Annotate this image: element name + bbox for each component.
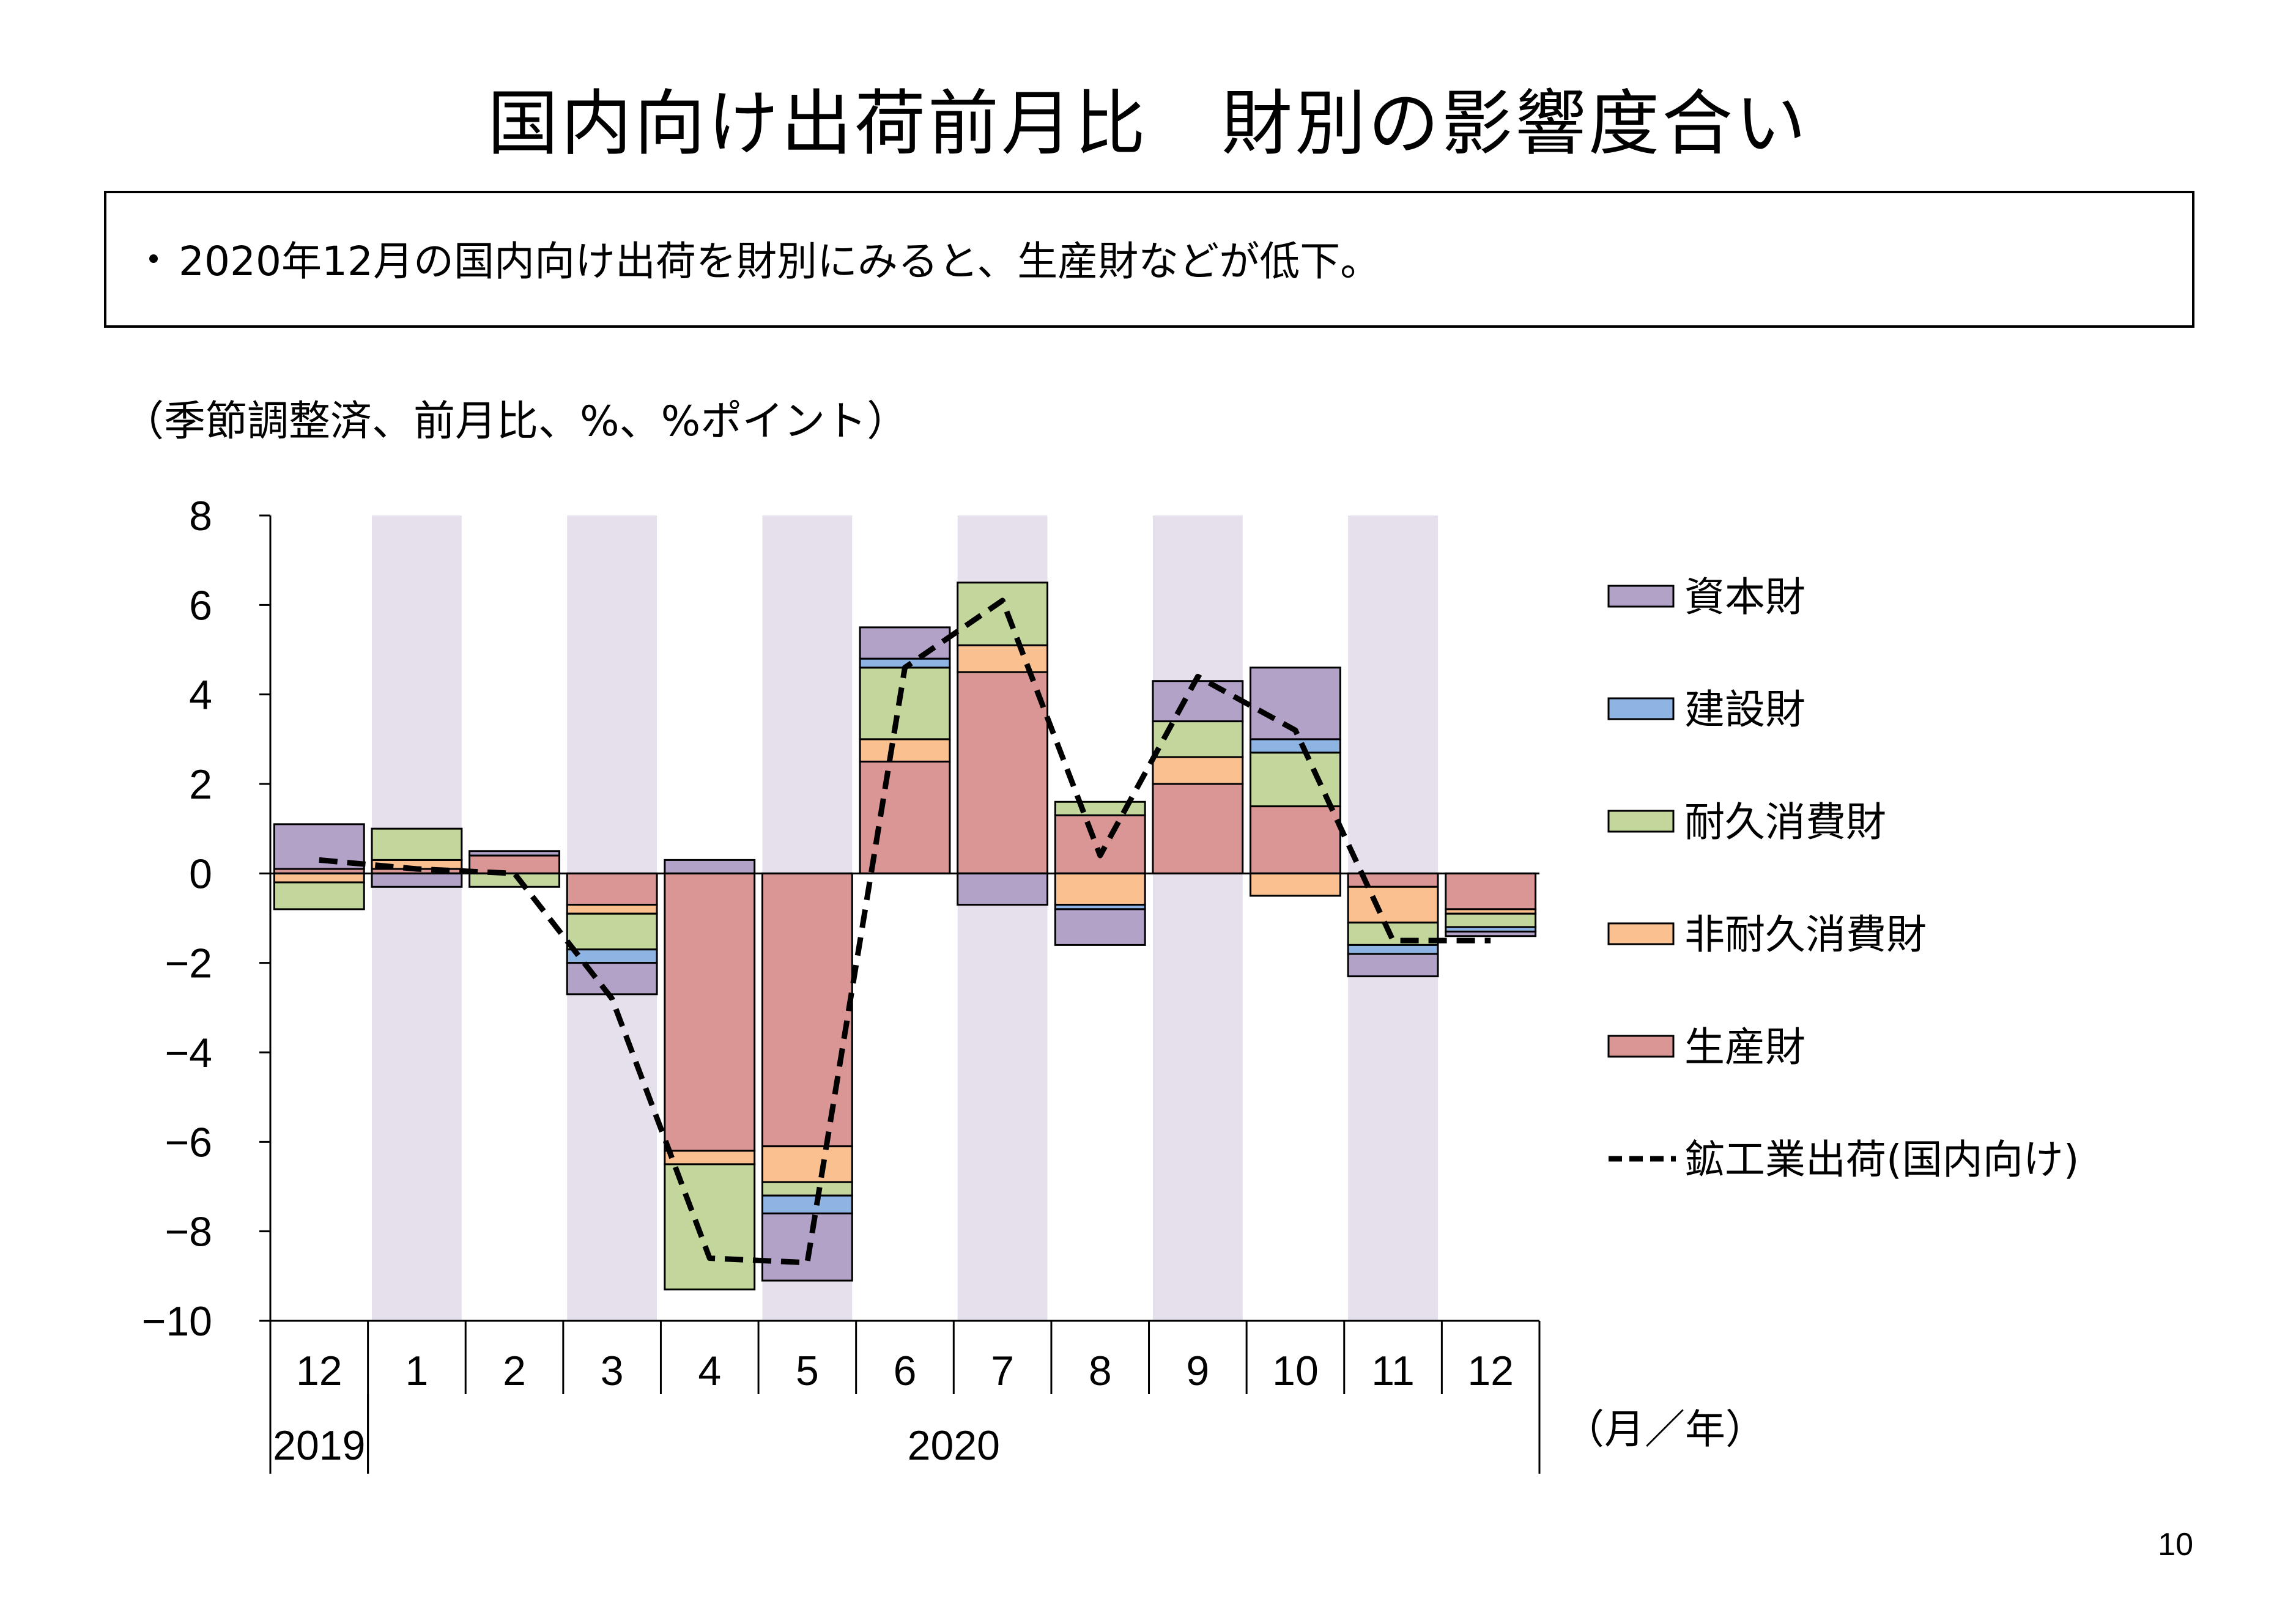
units-note: （季節調整済、前月比、%、%ポイント） <box>122 397 909 446</box>
bar-capital-9 <box>1152 680 1244 723</box>
y-tick-label: 6 <box>189 582 212 629</box>
x-tick-label: 12 <box>296 1348 343 1394</box>
bar-nondurable-3 <box>566 904 658 915</box>
x-tick-label: 2 <box>503 1348 526 1394</box>
bar-construction-3 <box>566 948 658 964</box>
summary-box: ・ 2020年12月の国内向け出荷を財別にみると、生産財などが低下。 <box>104 191 2194 328</box>
x-tick-label: 11 <box>1371 1348 1415 1394</box>
y-tick-label: −4 <box>165 1030 212 1076</box>
shade-band-9 <box>1152 515 1243 1321</box>
bar-capital-1 <box>371 872 463 888</box>
y-tick-label: −6 <box>165 1119 212 1165</box>
legend-label: 資本財 <box>1684 574 1805 621</box>
y-tick-label: 8 <box>189 493 212 539</box>
bar-producer-8 <box>1054 814 1146 874</box>
bar-durable-0 <box>273 881 365 911</box>
x-unit-label: （月／年） <box>1564 1406 1766 1453</box>
bar-durable-4 <box>664 1163 756 1291</box>
bar-durable-11 <box>1347 922 1439 946</box>
bar-producer-10 <box>1250 805 1341 874</box>
legend-label: 生産財 <box>1684 1024 1805 1071</box>
x-tick-label: 4 <box>698 1348 721 1394</box>
bar-capital-2 <box>468 850 560 857</box>
bar-nondurable-10 <box>1250 872 1341 897</box>
bar-durable-1 <box>371 827 463 861</box>
y-tick-label: −2 <box>165 940 212 987</box>
bar-nondurable-8 <box>1054 872 1146 906</box>
bar-capital-11 <box>1347 953 1439 978</box>
bar-durable-5 <box>761 1181 853 1197</box>
bar-durable-8 <box>1054 800 1146 816</box>
bar-durable-12 <box>1445 912 1537 928</box>
bar-producer-4 <box>664 872 756 1152</box>
bar-construction-5 <box>761 1194 853 1214</box>
x-tick-label: 10 <box>1272 1348 1319 1394</box>
y-tick-label: 0 <box>189 851 212 897</box>
bar-capital-12 <box>1445 930 1537 937</box>
bar-producer-7 <box>957 671 1049 874</box>
total-shipments-line <box>319 597 1491 1266</box>
bar-construction-10 <box>1250 738 1341 754</box>
summary-bullet: ・ <box>133 237 174 284</box>
legend-label: 建設財 <box>1684 686 1805 733</box>
summary-text: 2020年12月の国内向け出荷を財別にみると、生産財などが低下。 <box>179 238 1381 285</box>
bar-producer-3 <box>566 872 658 906</box>
bar-nondurable-11 <box>1347 885 1439 924</box>
bar-durable-6 <box>859 667 951 741</box>
legend-label: 非耐久消費財 <box>1684 911 1927 958</box>
legend-swatch-producer <box>1607 1035 1675 1058</box>
y-tick-label: 4 <box>189 672 212 718</box>
page-number: 10 <box>2158 1527 2193 1562</box>
y-tick-label: −8 <box>165 1209 212 1255</box>
page-title: 国内向け出荷前月比 財別の影響度合い <box>487 83 1809 165</box>
bar-producer-2 <box>468 854 560 874</box>
bar-nondurable-5 <box>761 1145 853 1183</box>
legend-swatch-construction <box>1607 697 1675 720</box>
x-tick-label: 9 <box>1186 1348 1209 1394</box>
x-tick-label: 5 <box>796 1348 819 1394</box>
bar-capital-7 <box>957 872 1049 906</box>
bar-producer-5 <box>761 872 853 1148</box>
legend-swatch-capital <box>1607 585 1675 608</box>
y-tick-label: −10 <box>142 1298 212 1345</box>
x-tick-label: 6 <box>894 1348 917 1394</box>
legend-label: 耐久消費財 <box>1684 799 1886 846</box>
bar-durable-7 <box>957 582 1049 646</box>
bar-nondurable-0 <box>273 872 365 884</box>
bar-capital-6 <box>859 626 951 660</box>
shade-band-1 <box>372 515 462 1321</box>
x-tick-label: 1 <box>406 1348 429 1394</box>
year-label: 2019 <box>273 1422 365 1469</box>
line-layer <box>319 597 1491 1266</box>
x-tick-label: 8 <box>1089 1348 1112 1394</box>
bar-durable-3 <box>566 912 658 951</box>
bar-capital-8 <box>1054 908 1146 946</box>
bar-construction-11 <box>1347 944 1439 955</box>
y-tick-label: 2 <box>189 761 212 808</box>
legend-label: 鉱工業出荷(国内向け) <box>1684 1136 2079 1183</box>
bar-nondurable-7 <box>957 644 1049 673</box>
x-tick-label: 7 <box>991 1348 1014 1394</box>
bar-nondurable-9 <box>1152 756 1244 785</box>
bar-producer-9 <box>1152 783 1244 874</box>
bar-producer-12 <box>1445 872 1537 911</box>
bar-nondurable-4 <box>664 1150 756 1165</box>
bar-capital-4 <box>664 859 756 874</box>
year-label: 2020 <box>908 1422 1000 1469</box>
legend-swatch-nondurable <box>1607 922 1675 945</box>
bar-layer <box>273 582 1537 1291</box>
bar-nondurable-6 <box>859 738 951 763</box>
bar-capital-3 <box>566 962 658 996</box>
legend-swatch-durable <box>1607 810 1675 833</box>
x-tick-label: 12 <box>1467 1348 1514 1394</box>
x-tick-label: 3 <box>601 1348 624 1394</box>
